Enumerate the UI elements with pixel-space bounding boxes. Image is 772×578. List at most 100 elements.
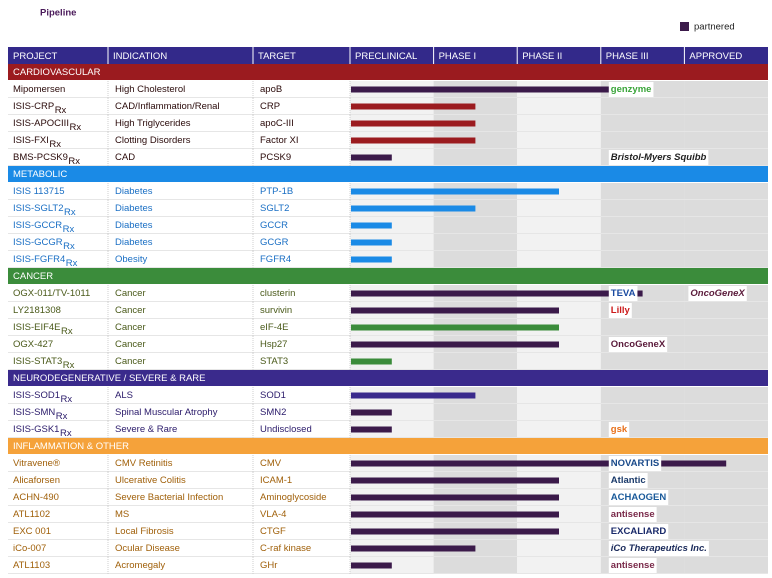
phase-cell [433,234,518,251]
phase-cell [517,217,601,234]
progress-bar [351,358,392,365]
phase-cell [684,387,768,404]
header-row [8,47,768,64]
project-name: ATL1102 [13,509,50,520]
phase-cell [684,251,768,268]
partner-logo: Atlantic [611,475,646,486]
partner-logo-bg [608,456,662,471]
group-name: INFLAMMATION & OTHER [13,441,129,452]
phase-cell [600,387,685,404]
partner-logo-bg [608,524,669,539]
target: apoC-III [260,118,294,129]
partner-logo: gsk [611,424,628,435]
project-name: ATL1103 [13,560,50,571]
target: VLA-4 [260,509,286,520]
phase-cell [684,217,768,234]
project-name: ISIS-STAT3 [13,356,62,367]
phase-cell [517,98,601,115]
partner-logo-bg [608,150,709,165]
target: apoB [260,84,282,95]
phase-cell [433,200,518,217]
phase-cell [684,523,768,540]
target: Undisclosed [260,424,312,435]
partner-logo-bg [688,286,747,301]
group-band [8,268,768,284]
indication: Spinal Muscular Atrophy [115,407,218,418]
indication: Diabetes [115,220,153,231]
project-name: ISIS-SOD1 [13,390,60,401]
progress-bar [351,188,559,195]
project-name: ISIS-GSK1 [13,424,59,435]
column-header: APPROVED [689,51,742,62]
phase-cell [684,115,768,132]
target: STAT3 [260,356,288,367]
phase-cell [517,540,601,557]
progress-bar [351,511,559,518]
partner-logo-bg [608,490,669,505]
partner-logo: TEVA [611,288,636,299]
project-subscript: Rx [63,224,75,235]
progress-bar [351,86,643,93]
partner-logo: Lilly [611,305,631,316]
target: CRP [260,101,280,112]
phase-cell [433,557,518,574]
slide-title: Pipeline [40,8,76,19]
project-name: iCo-007 [13,543,46,554]
phase-cell [600,251,685,268]
project-subscript: Rx [66,258,78,269]
target: Aminoglycoside [260,492,327,503]
progress-bar [351,341,559,348]
phase-cell [433,387,518,404]
column-header: PHASE I [439,51,477,62]
phase-cell [600,115,685,132]
indication: CAD [115,152,135,163]
target: Factor XI [260,135,299,146]
indication: Obesity [115,254,147,265]
group-band [8,166,768,182]
partner-logo: EXCALIARD [611,526,667,537]
project-name: ISIS-SMN [13,407,55,418]
phase-cell [684,81,768,98]
phase-cell [600,98,685,115]
partner-logo: iCo Therapeutics Inc. [611,543,707,554]
progress-bar [351,103,476,110]
project-name: LY2181308 [13,305,61,316]
column-header: PROJECT [13,51,58,62]
legend-swatch [680,22,689,31]
phase-cell [684,302,768,319]
progress-bar [351,324,559,331]
phase-cell [684,132,768,149]
phase-cell [433,404,518,421]
target: GCCR [260,220,288,231]
phase-cell [517,115,601,132]
progress-bar [351,120,476,127]
group-band [8,370,768,386]
phase-cell [684,336,768,353]
indication: MS [115,509,129,520]
project-name: ISIS-GCGR [13,237,63,248]
indication: Severe & Rare [115,424,177,435]
target: SMN2 [260,407,286,418]
phase-cell [684,353,768,370]
phase-cell [684,489,768,506]
project-name: ISIS-FXI [13,135,49,146]
partner-logo: genzyme [611,84,652,95]
phase-cell [517,421,601,438]
project-subscript: Rx [69,122,81,133]
target: survivin [260,305,292,316]
target: FGFR4 [260,254,291,265]
project-name: ISIS-SGLT2 [13,203,64,214]
progress-bar [351,528,559,535]
phase-cell [517,404,601,421]
project-subscript: Rx [60,428,72,439]
progress-bar [351,256,392,263]
progress-bar [351,409,392,416]
partner-logo-bg [608,82,654,97]
column-header: TARGET [258,51,296,62]
column-header: PHASE II [522,51,562,62]
project-name: ISIS-FGFR4 [13,254,65,265]
progress-bar [351,392,476,399]
legend-label: partnered [694,22,735,33]
phase-cell [600,217,685,234]
indication: Severe Bacterial Infection [115,492,223,503]
